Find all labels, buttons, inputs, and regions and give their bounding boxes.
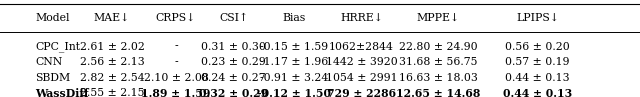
Text: -0.12 ± 1.50: -0.12 ± 1.50	[257, 88, 332, 97]
Text: 1442 ± 3920: 1442 ± 3920	[326, 57, 397, 67]
Text: 0.44 ± 0.13: 0.44 ± 0.13	[506, 73, 570, 83]
Text: CSI↑: CSI↑	[219, 13, 248, 23]
Text: WassDiff: WassDiff	[35, 88, 89, 97]
Text: -1.17 ± 1.96: -1.17 ± 1.96	[260, 57, 328, 67]
Text: CPC_Int: CPC_Int	[35, 41, 80, 52]
Text: -0.91 ± 3.24: -0.91 ± 3.24	[260, 73, 328, 83]
Text: 2.10 ± 2.08: 2.10 ± 2.08	[143, 73, 209, 83]
Text: 0.56 ± 0.20: 0.56 ± 0.20	[505, 42, 570, 52]
Text: -: -	[174, 42, 178, 52]
Text: -0.15 ± 1.59: -0.15 ± 1.59	[260, 42, 328, 52]
Text: 2.56 ± 2.13: 2.56 ± 2.13	[79, 57, 145, 67]
Text: 22.80 ± 24.90: 22.80 ± 24.90	[399, 42, 477, 52]
Text: 2.82 ± 2.54: 2.82 ± 2.54	[80, 73, 144, 83]
Text: 729 ± 2286: 729 ± 2286	[327, 88, 396, 97]
Text: MAE↓: MAE↓	[94, 13, 130, 23]
Text: 1062±2844: 1062±2844	[329, 42, 394, 52]
Text: 0.32 ± 0.29: 0.32 ± 0.29	[199, 88, 268, 97]
Text: 12.65 ± 14.68: 12.65 ± 14.68	[396, 88, 481, 97]
Text: CRPS↓: CRPS↓	[156, 13, 196, 23]
Text: LPIPS↓: LPIPS↓	[516, 13, 559, 23]
Text: 31.68 ± 56.75: 31.68 ± 56.75	[399, 57, 477, 67]
Text: 16.63 ± 18.03: 16.63 ± 18.03	[399, 73, 478, 83]
Text: 0.23 ± 0.29: 0.23 ± 0.29	[201, 57, 266, 67]
Text: 2.61 ± 2.02: 2.61 ± 2.02	[79, 42, 145, 52]
Text: Bias: Bias	[283, 13, 306, 23]
Text: 0.24 ± 0.27: 0.24 ± 0.27	[202, 73, 266, 83]
Text: HRRE↓: HRRE↓	[340, 13, 383, 23]
Text: SBDM: SBDM	[35, 73, 70, 83]
Text: CNN: CNN	[35, 57, 63, 67]
Text: 0.44 ± 0.13: 0.44 ± 0.13	[503, 88, 572, 97]
Text: 1054 ± 2991: 1054 ± 2991	[326, 73, 397, 83]
Text: Model: Model	[35, 13, 70, 23]
Text: 0.57 ± 0.19: 0.57 ± 0.19	[506, 57, 570, 67]
Text: -: -	[174, 57, 178, 67]
Text: 0.31 ± 0.30: 0.31 ± 0.30	[201, 42, 266, 52]
Text: 1.89 ± 1.59: 1.89 ± 1.59	[141, 88, 211, 97]
Text: 2.55 ± 2.15: 2.55 ± 2.15	[80, 88, 144, 97]
Text: MPPE↓: MPPE↓	[417, 13, 460, 23]
